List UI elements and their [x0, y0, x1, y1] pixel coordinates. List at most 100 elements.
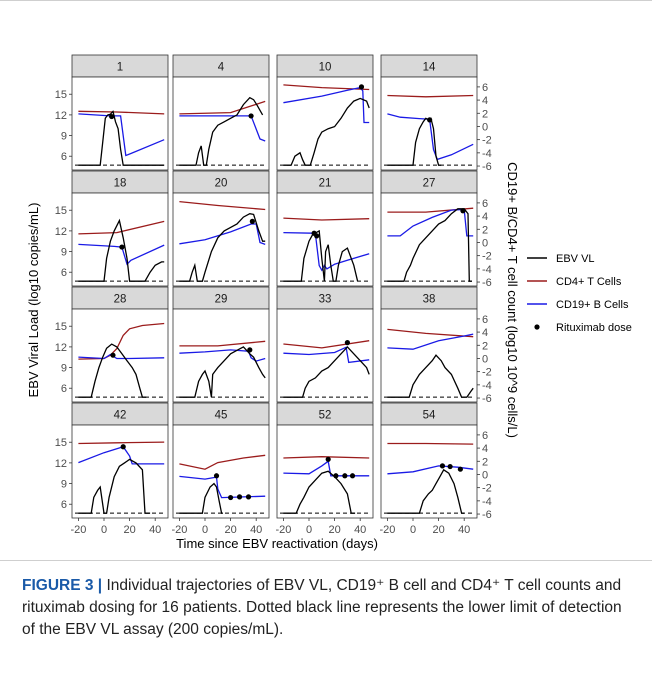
y-axis-title-left: EBV Viral Load (log10 copies/mL) — [26, 203, 41, 398]
panel-frame — [172, 192, 270, 287]
caption-text: Individual trajectories of EBV VL, CD19⁺… — [22, 577, 622, 638]
panel-strip-label: 29 — [215, 294, 228, 306]
y-tick-label-left: 9 — [61, 131, 67, 143]
ebv-line — [78, 343, 147, 398]
cd19-line — [387, 333, 474, 350]
y-tick-label-right: -4 — [482, 380, 492, 392]
y-tick-label-left: 9 — [61, 363, 67, 375]
panel-frame — [71, 424, 169, 519]
y-tick-label-right: -2 — [482, 251, 492, 263]
y-tick-label-right: -4 — [482, 148, 492, 160]
panel-20: 20 — [172, 170, 270, 287]
panel-strip-label: 10 — [319, 62, 332, 74]
y-tick-label-left: 6 — [61, 267, 67, 279]
x-tick-label: 40 — [149, 524, 161, 536]
x-tick-label: 0 — [410, 524, 416, 536]
y-tick-label-right: -4 — [482, 496, 492, 508]
ebv-line — [78, 458, 151, 514]
y-tick-label-right: -6 — [482, 509, 492, 521]
panel-strip-label: 28 — [114, 294, 127, 306]
y-tick-label-right: -4 — [482, 264, 492, 276]
y-tick-label-right: -6 — [482, 161, 492, 173]
x-tick-label: -20 — [275, 524, 291, 536]
panel-frame — [276, 76, 374, 171]
ebv-line — [78, 110, 165, 166]
panel-frame — [172, 424, 270, 519]
y-tick-label-right: -6 — [482, 277, 492, 289]
y-tick-label-right: -6 — [482, 393, 492, 405]
cd4-line — [387, 328, 474, 338]
rituximab-dose-point — [333, 473, 339, 479]
y-tick-label-right: 0 — [482, 121, 488, 133]
x-tick-label: -20 — [379, 524, 395, 536]
figure-caption: FIGURE 3 | Individual trajectories of EB… — [22, 575, 632, 641]
y-tick-label-left: 15 — [55, 321, 67, 333]
ebv-line — [179, 213, 266, 282]
x-tick-label: 20 — [224, 524, 236, 536]
rituximab-dose-point — [460, 208, 466, 214]
x-tick-label: 40 — [458, 524, 470, 536]
y-tick-label-left: 15 — [55, 89, 67, 101]
panel-strip-label: 38 — [423, 294, 436, 306]
cd4-line — [78, 110, 165, 115]
x-tick-label: 40 — [250, 524, 262, 536]
panel-frame — [71, 192, 169, 287]
legend-item-label: EBV VL — [556, 253, 595, 265]
cd4-line — [283, 456, 370, 459]
x-tick-label: 40 — [354, 524, 366, 536]
rituximab-dose-point — [349, 473, 356, 479]
y-tick-label-left: 9 — [61, 479, 67, 491]
x-tick-label: 20 — [328, 524, 340, 536]
cd4-line — [179, 200, 266, 211]
cd4-line — [179, 340, 266, 347]
rituximab-dose-point — [344, 340, 350, 346]
cd19-line — [78, 113, 165, 157]
y-tick-label-right: 0 — [482, 237, 488, 249]
y-tick-label-left: 9 — [61, 247, 67, 259]
y-tick-label-left: 12 — [55, 110, 67, 122]
rituximab-dose-point — [228, 494, 234, 501]
y-tick-label-right: 2 — [482, 224, 488, 236]
panel-strip-label: 18 — [114, 178, 127, 190]
panel-strip-label: 52 — [319, 410, 332, 422]
panel-strip-label: 21 — [319, 178, 332, 190]
panel-frame — [380, 76, 478, 171]
cd19-line — [387, 208, 474, 237]
ebv-line — [387, 208, 472, 282]
x-axis-title: Time since EBV reactivation (days) — [176, 536, 378, 551]
cd19-line — [283, 346, 370, 364]
y-tick-label-right: 6 — [482, 198, 488, 210]
rituximab-dose-point — [249, 218, 255, 224]
rituximab-dose-point — [427, 117, 433, 123]
ebv-line — [387, 468, 465, 514]
y-tick-label-right: 4 — [482, 443, 488, 455]
panel-4: 4 — [172, 54, 270, 171]
cd19-line — [179, 475, 266, 499]
panel-10: 10 — [276, 54, 374, 171]
rituximab-dose-point — [457, 466, 463, 472]
legend-item-label: CD4+ T Cells — [556, 276, 622, 288]
rituximab-dose-point — [342, 473, 348, 479]
panel-strip-label: 14 — [423, 62, 436, 74]
y-tick-label-right: -2 — [482, 367, 492, 379]
x-tick-label: -20 — [70, 524, 86, 536]
y-tick-label-right: 2 — [482, 456, 488, 468]
y-axis-title-right: CD19+ B/CD4+ T cell count (log10 10^9 ce… — [505, 162, 520, 438]
y-tick-label-left: 6 — [61, 151, 67, 163]
y-tick-label-right: 4 — [482, 327, 488, 339]
y-tick-label-right: 4 — [482, 211, 488, 223]
x-tick-label: 0 — [202, 524, 208, 536]
rituximab-dose-point — [247, 347, 253, 353]
ebv-line — [387, 117, 442, 166]
ebv-line — [179, 482, 223, 514]
ebv-line — [283, 97, 370, 166]
panel-strip-label: 27 — [423, 178, 436, 190]
panel-33: 33 — [276, 286, 374, 403]
rituximab-dose-point — [245, 494, 252, 500]
y-tick-label-right: 6 — [482, 314, 488, 326]
panel-frame — [276, 308, 374, 403]
